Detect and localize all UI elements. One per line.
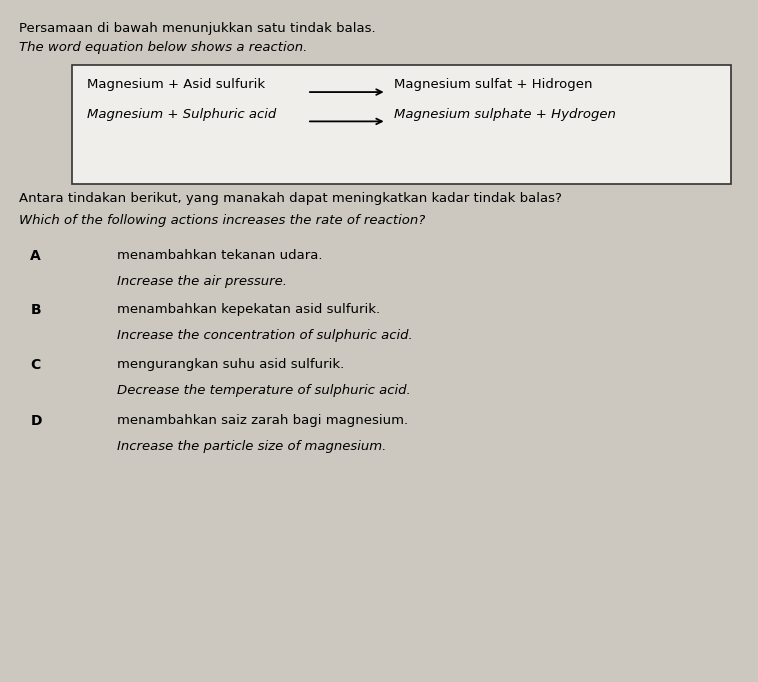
Text: Magnesium sulfat + Hidrogen: Magnesium sulfat + Hidrogen: [394, 78, 593, 91]
Text: Increase the concentration of sulphuric acid.: Increase the concentration of sulphuric …: [117, 329, 413, 342]
Text: D: D: [30, 414, 42, 428]
Text: Increase the particle size of magnesium.: Increase the particle size of magnesium.: [117, 440, 387, 453]
Text: A: A: [30, 249, 41, 263]
Text: mengurangkan suhu asid sulfurik.: mengurangkan suhu asid sulfurik.: [117, 358, 345, 371]
Text: Persamaan di bawah menunjukkan satu tindak balas.: Persamaan di bawah menunjukkan satu tind…: [19, 22, 375, 35]
Text: Magnesium sulphate + Hydrogen: Magnesium sulphate + Hydrogen: [394, 108, 616, 121]
Text: Increase the air pressure.: Increase the air pressure.: [117, 275, 287, 288]
Text: B: B: [30, 303, 41, 318]
Text: Magnesium + Asid sulfurik: Magnesium + Asid sulfurik: [87, 78, 265, 91]
Text: menambahkan kepekatan asid sulfurik.: menambahkan kepekatan asid sulfurik.: [117, 303, 381, 316]
Text: Antara tindakan berikut, yang manakah dapat meningkatkan kadar tindak balas?: Antara tindakan berikut, yang manakah da…: [19, 192, 562, 205]
Text: The word equation below shows a reaction.: The word equation below shows a reaction…: [19, 41, 307, 54]
Text: menambahkan tekanan udara.: menambahkan tekanan udara.: [117, 249, 323, 262]
Text: Which of the following actions increases the rate of reaction?: Which of the following actions increases…: [19, 214, 425, 227]
Text: C: C: [30, 358, 41, 372]
Text: Magnesium + Sulphuric acid: Magnesium + Sulphuric acid: [87, 108, 277, 121]
FancyBboxPatch shape: [72, 65, 731, 184]
Text: Decrease the temperature of sulphuric acid.: Decrease the temperature of sulphuric ac…: [117, 384, 412, 397]
Text: menambahkan saiz zarah bagi magnesium.: menambahkan saiz zarah bagi magnesium.: [117, 414, 409, 427]
